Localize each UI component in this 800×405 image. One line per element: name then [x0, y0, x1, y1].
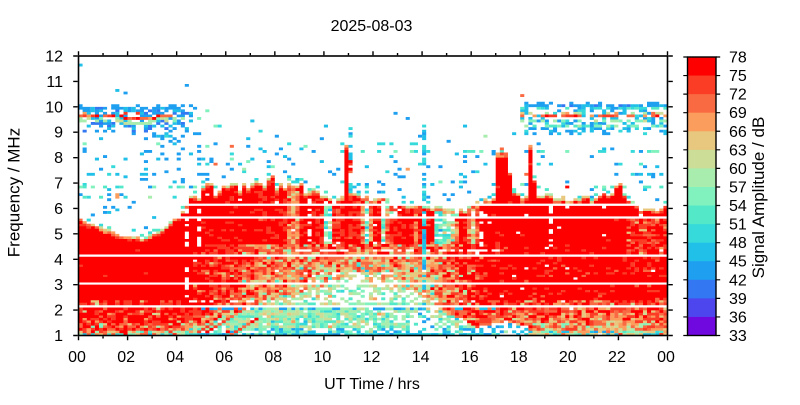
svg-text:11: 11: [46, 74, 63, 91]
svg-text:16: 16: [461, 349, 479, 366]
svg-text:12: 12: [363, 349, 381, 366]
svg-text:63: 63: [729, 142, 747, 159]
svg-text:9: 9: [54, 125, 63, 142]
svg-text:Frequency / MHz: Frequency / MHz: [5, 128, 24, 257]
svg-text:45: 45: [729, 254, 747, 271]
svg-text:UT Time / hrs: UT Time / hrs: [324, 376, 420, 393]
svg-text:22: 22: [608, 349, 626, 366]
svg-text:60: 60: [729, 161, 747, 178]
svg-text:7: 7: [54, 176, 63, 193]
svg-text:2: 2: [54, 303, 63, 320]
svg-text:14: 14: [412, 349, 430, 366]
svg-text:02: 02: [117, 349, 135, 366]
svg-text:12: 12: [45, 49, 63, 66]
svg-text:06: 06: [215, 349, 233, 366]
svg-text:3: 3: [54, 277, 63, 294]
svg-text:10: 10: [314, 349, 332, 366]
svg-text:48: 48: [729, 235, 747, 252]
svg-text:66: 66: [729, 124, 747, 141]
svg-text:20: 20: [559, 349, 577, 366]
svg-text:57: 57: [729, 180, 747, 197]
svg-text:Signal Amplitude / dB: Signal Amplitude / dB: [749, 117, 768, 279]
svg-text:00: 00: [68, 349, 86, 366]
svg-text:54: 54: [729, 198, 747, 215]
svg-text:69: 69: [729, 105, 747, 122]
svg-text:33: 33: [729, 328, 747, 345]
svg-text:51: 51: [729, 217, 747, 234]
svg-text:10: 10: [45, 99, 63, 116]
svg-text:78: 78: [729, 50, 747, 67]
svg-text:1: 1: [54, 328, 63, 345]
svg-text:00: 00: [657, 349, 675, 366]
svg-text:5: 5: [54, 226, 63, 243]
svg-text:72: 72: [729, 87, 747, 104]
svg-text:36: 36: [729, 309, 747, 326]
svg-text:8: 8: [54, 150, 63, 167]
svg-text:18: 18: [510, 349, 528, 366]
svg-text:08: 08: [264, 349, 282, 366]
svg-text:42: 42: [729, 272, 747, 289]
svg-text:04: 04: [166, 349, 184, 366]
svg-text:4: 4: [54, 252, 63, 269]
svg-text:75: 75: [729, 68, 747, 85]
svg-text:2025-08-03: 2025-08-03: [331, 18, 413, 35]
svg-text:6: 6: [54, 201, 63, 218]
svg-text:39: 39: [729, 291, 747, 308]
